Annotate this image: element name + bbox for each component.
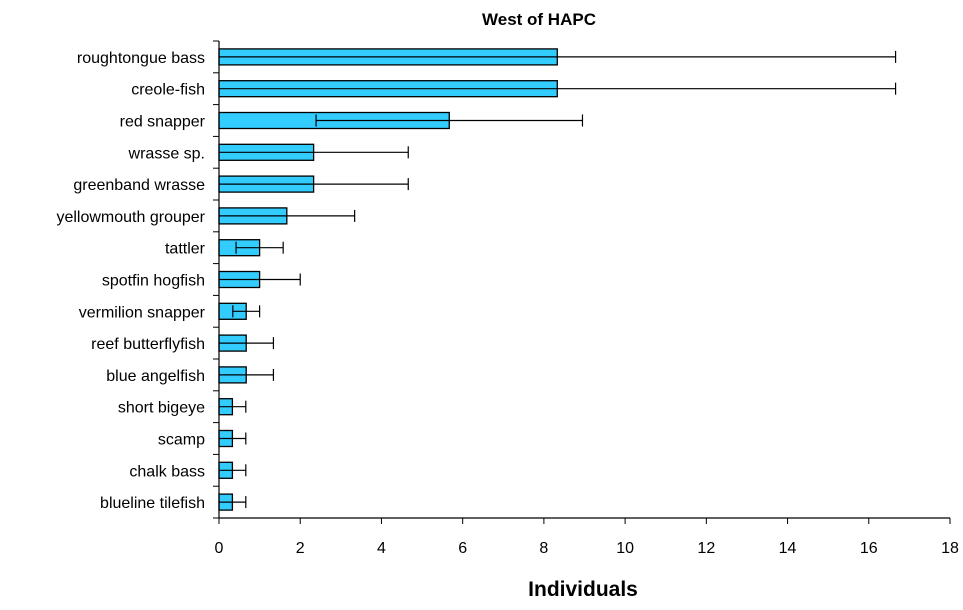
bar-group bbox=[218, 398, 247, 416]
category-label: spotfin hogfish bbox=[102, 273, 205, 290]
bar-group bbox=[218, 239, 284, 257]
x-tick-label: 16 bbox=[860, 540, 878, 557]
category-label: greenband wrasse bbox=[73, 177, 205, 194]
bar-group bbox=[218, 334, 275, 352]
bars-group: roughtongue bass creole-fish red snapper wr… bbox=[56, 48, 897, 512]
category-label: roughtongue bass bbox=[77, 50, 205, 67]
x-tick-label: 6 bbox=[458, 540, 467, 557]
x-axis-title: Individuals bbox=[528, 578, 638, 601]
x-tick-label: 0 bbox=[215, 540, 224, 557]
category-label: blue angelfish bbox=[106, 368, 205, 385]
category-label: vermilion snapper bbox=[79, 304, 206, 321]
bar-group bbox=[218, 143, 409, 161]
x-tick-label: 10 bbox=[616, 540, 634, 557]
category-label: tattler bbox=[165, 241, 206, 258]
x-tick-label: 12 bbox=[697, 540, 715, 557]
category-label: wrasse sp. bbox=[128, 145, 205, 162]
category-label: short bigeye bbox=[118, 400, 205, 417]
x-tick-label: 2 bbox=[296, 540, 305, 557]
bar-group bbox=[218, 270, 301, 289]
bar-group bbox=[218, 493, 247, 511]
category-label: chalk bass bbox=[129, 463, 205, 480]
x-tick-label: 14 bbox=[779, 540, 797, 557]
chart-title: West of HAPC bbox=[482, 10, 596, 29]
bar-group bbox=[218, 302, 261, 320]
bar-group bbox=[218, 175, 409, 193]
category-label: creole-fish bbox=[131, 82, 205, 99]
bar-group bbox=[218, 111, 584, 130]
category-label: scamp bbox=[158, 432, 205, 449]
x-tick-label: 4 bbox=[377, 540, 386, 557]
x-tick-label: 18 bbox=[941, 540, 959, 557]
bar-group bbox=[218, 429, 247, 448]
bar-group bbox=[218, 48, 897, 66]
category-label: blueline tilefish bbox=[100, 495, 205, 512]
bar-group bbox=[218, 207, 356, 225]
category-label: reef butterflyfish bbox=[91, 336, 205, 353]
category-label: red snapper bbox=[120, 114, 206, 131]
bar-group bbox=[218, 80, 897, 98]
bar-group bbox=[218, 461, 247, 479]
category-label: yellowmouth grouper bbox=[56, 209, 205, 226]
axes-group: 0 2 4 6 8 10 12 14 16 18 bbox=[213, 40, 959, 557]
bar-group bbox=[218, 366, 275, 384]
x-tick-label: 8 bbox=[539, 540, 548, 557]
